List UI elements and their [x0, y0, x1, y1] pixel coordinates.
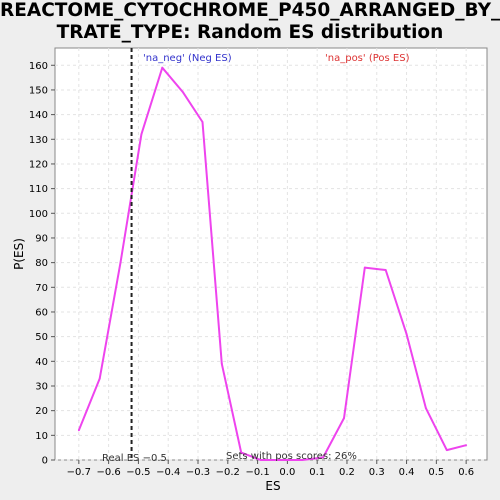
data-point: [119, 261, 122, 264]
x-tick-label: −0.4: [156, 467, 180, 478]
data-point: [465, 444, 468, 447]
x-tick-label: −0.6: [96, 467, 120, 478]
y-tick-label: 110: [29, 184, 48, 195]
data-point: [259, 459, 262, 461]
x-tick-label: −0.1: [245, 467, 269, 478]
series-layer: [77, 66, 468, 461]
y-tick-label: 150: [29, 85, 48, 96]
pos-es-label: 'na_pos' (Pos ES): [325, 53, 410, 64]
neg-es-label: 'na_neg' (Neg ES): [143, 53, 232, 64]
y-tick-label: 90: [35, 233, 48, 244]
chart-title-line2: TRATE_TYPE: Random ES distribution: [56, 22, 444, 43]
x-axis: −0.7 −0.6 −0.5 −0.4 −0.3 −0.2 −0.1 0.0 0.1 0.2 0.3…: [67, 460, 474, 478]
data-point: [98, 377, 101, 380]
x-tick-label: 0.4: [399, 467, 415, 478]
data-point: [277, 459, 280, 461]
data-point: [140, 133, 143, 136]
data-point: [405, 333, 408, 336]
data-point: [201, 121, 204, 123]
plot-area: [54, 47, 488, 461]
x-tick-label: −0.2: [216, 467, 240, 478]
data-point: [77, 429, 80, 432]
x-tick-label: 0.6: [458, 467, 474, 478]
x-tick-label: 0.5: [428, 467, 444, 478]
chart-title-line1: REACTOME_CYTOCHROME_P450_ARRANGED_BY_SUB…: [0, 0, 500, 21]
x-tick-label: 0.1: [309, 467, 325, 478]
data-point: [384, 269, 387, 271]
data-point: [220, 362, 223, 365]
x-tick-label: 0.0: [279, 467, 295, 478]
y-tick-label: 30: [35, 381, 48, 392]
y-tick-label: 50: [35, 332, 48, 343]
y-tick-label: 40: [35, 357, 48, 368]
real-es-label: Real ES −0.5: [102, 453, 167, 464]
data-point: [425, 407, 427, 410]
series-line: [77, 66, 467, 461]
y-tick-label: 0: [42, 456, 48, 467]
data-point: [445, 449, 448, 452]
y-tick-label: 120: [29, 159, 48, 170]
data-point: [343, 417, 345, 419]
y-tick-label: 140: [29, 110, 48, 121]
x-tick-label: 0.2: [339, 467, 355, 478]
y-tick-label: 70: [35, 283, 48, 294]
pos-scores-label: Sets with pos scores: 26%: [226, 451, 357, 462]
data-point: [363, 266, 366, 269]
y-tick-label: 100: [29, 209, 48, 220]
data-point: [240, 451, 243, 454]
data-point: [161, 66, 164, 69]
x-tick-label: −0.3: [186, 467, 210, 478]
y-axis: 0 10 20 30 40 50 60 70 80 90 100 110 120 130 140 150 160: [29, 61, 55, 467]
data-point: [301, 459, 304, 461]
data-point: [322, 456, 325, 459]
y-tick-label: 130: [29, 135, 48, 146]
x-tick-label: −0.5: [126, 467, 150, 478]
y-tick-label: 160: [29, 61, 48, 72]
chart-title: REACTOME_CYTOCHROME_P450_ARRANGED_BY_SUB…: [0, 0, 500, 44]
y-tick-label: 60: [35, 307, 48, 318]
y-tick-label: 10: [35, 431, 48, 442]
x-axis-label: ES: [265, 479, 280, 493]
x-tick-label: 0.3: [369, 467, 385, 478]
y-axis-label: P(ES): [12, 238, 26, 270]
data-point: [182, 91, 185, 94]
y-tick-label: 80: [35, 258, 48, 269]
y-tick-label: 20: [35, 406, 48, 417]
x-tick-label: −0.7: [67, 467, 91, 478]
